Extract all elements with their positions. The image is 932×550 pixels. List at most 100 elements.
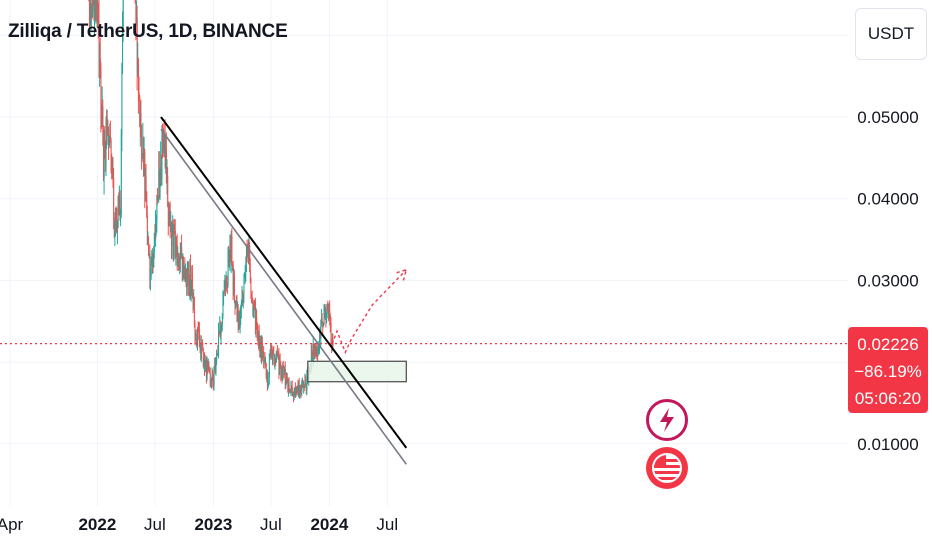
time-axis-label: Jul xyxy=(376,515,398,534)
price-axis-label: 0.04000 xyxy=(857,190,918,209)
bar-countdown: 05:06:20 xyxy=(854,389,922,408)
last-price-label: 0.02226 −86.19% 05:06:20 xyxy=(848,327,928,413)
candle-body xyxy=(262,342,263,358)
time-axis-label: Jul xyxy=(260,515,282,534)
us-flag-icon[interactable] xyxy=(646,447,688,489)
candle-body xyxy=(190,265,192,292)
candle-body xyxy=(231,235,233,264)
support-zones xyxy=(307,360,407,383)
candle-body xyxy=(310,349,312,370)
candle-body xyxy=(92,0,94,13)
projection-arrowhead xyxy=(395,268,408,281)
candle-body xyxy=(286,373,288,380)
candle-body xyxy=(227,252,229,285)
candle-body xyxy=(215,362,217,374)
candle-body xyxy=(323,314,325,326)
candle-body xyxy=(276,357,277,362)
candle-body xyxy=(117,227,119,233)
main-trendline xyxy=(160,116,408,449)
candle-body xyxy=(141,137,143,154)
candle-body xyxy=(291,386,293,396)
candle-body xyxy=(202,348,204,362)
candle-body xyxy=(221,316,223,325)
candle-body xyxy=(197,329,199,344)
candle-body xyxy=(323,325,324,327)
candle-body xyxy=(211,379,213,387)
candle-body xyxy=(173,230,175,255)
time-axis-label: 2022 xyxy=(78,515,116,534)
candle-body xyxy=(103,141,105,179)
candle-body xyxy=(201,343,202,359)
lightning-icon[interactable] xyxy=(646,399,688,441)
candle-body xyxy=(218,331,220,356)
candle-body xyxy=(192,275,194,295)
candle-body xyxy=(148,244,150,255)
candle-body xyxy=(284,368,286,383)
candle-body xyxy=(321,318,323,325)
projection-path xyxy=(331,268,408,355)
candlestick-series xyxy=(88,0,334,403)
candle-body xyxy=(150,263,152,277)
candle-body xyxy=(194,297,195,326)
candle-body xyxy=(195,333,197,342)
candle-body xyxy=(250,278,252,296)
candle-body xyxy=(119,196,121,215)
candle-body xyxy=(153,251,155,268)
candle-body xyxy=(102,106,104,141)
candle-body xyxy=(113,177,115,218)
candle-body xyxy=(122,0,124,29)
candle-body xyxy=(199,330,201,339)
time-axis[interactable]: Apr 2022 Jul 2023 Jul 2024 Jul xyxy=(0,515,398,534)
chart-title: Zilliqa / TetherUS, 1D, BINANCE xyxy=(8,21,288,42)
candle-body xyxy=(288,383,290,391)
candle-body xyxy=(234,274,235,301)
candle-body xyxy=(153,237,155,252)
candle-body xyxy=(222,296,224,317)
candle-body xyxy=(226,275,228,284)
candle-body xyxy=(171,230,173,247)
chart-grid xyxy=(0,0,848,506)
candle-body xyxy=(213,369,215,385)
candle-body xyxy=(167,175,169,206)
price-change-percent: −86.19% xyxy=(854,362,922,381)
support-zone-box xyxy=(307,360,407,383)
candle-body xyxy=(220,331,222,336)
candle-body xyxy=(121,66,123,135)
candle-body xyxy=(146,191,148,217)
price-axis-label: 0.01000 xyxy=(857,435,918,454)
candle-body xyxy=(209,373,211,385)
candle-body xyxy=(267,372,269,387)
candle-body xyxy=(212,373,214,383)
candle-body xyxy=(330,323,332,346)
price-axis[interactable]: 0.05000 0.04000 0.03000 0.01000 xyxy=(857,108,918,454)
candle-body xyxy=(181,248,183,257)
candle-body xyxy=(149,252,151,280)
candle-body xyxy=(320,322,322,338)
time-axis-label: Jul xyxy=(144,515,166,534)
price-axis-label: 0.05000 xyxy=(857,108,918,127)
candle-body xyxy=(326,309,328,314)
price-axis-label: 0.03000 xyxy=(857,271,918,290)
time-axis-label: Apr xyxy=(0,515,24,534)
candle-body xyxy=(329,310,331,317)
currency-unit-button[interactable]: USDT xyxy=(855,8,927,60)
candle-body xyxy=(145,176,147,192)
candle-body xyxy=(138,60,139,93)
candle-body xyxy=(263,352,265,362)
candle-body xyxy=(216,354,218,363)
candle-body xyxy=(326,313,328,323)
parallel-trendline xyxy=(160,128,407,465)
candle-body xyxy=(156,196,158,221)
candle-body xyxy=(269,358,270,378)
candle-body xyxy=(282,365,284,381)
projection-line xyxy=(331,269,407,355)
candle-body xyxy=(120,134,122,215)
candle-body xyxy=(243,277,245,294)
trendlines xyxy=(160,116,408,465)
candle-body xyxy=(305,380,307,386)
candle-body xyxy=(249,269,251,279)
candle-body xyxy=(122,28,124,67)
candle-body xyxy=(317,349,319,354)
candle-body xyxy=(256,317,258,323)
